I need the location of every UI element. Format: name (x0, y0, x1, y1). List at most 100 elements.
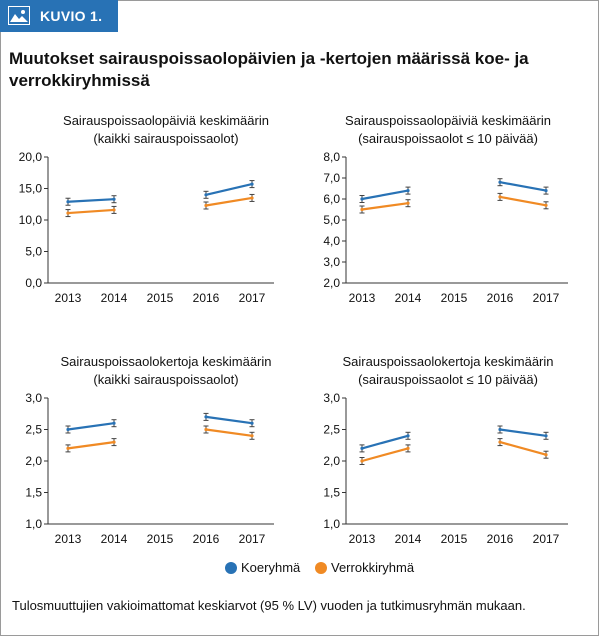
panel-3-series-verrokkiryhma-line (204, 428, 254, 437)
legend-verrokkiryhma-marker (315, 562, 327, 574)
panel-4-series-verrokkiryhma-point (406, 446, 410, 450)
panel-2-series-verrokkiryhma-point (360, 207, 364, 212)
panel-2-x-tick-label: 2017 (533, 291, 560, 305)
panel-2-series-verrokkiryhma-point (498, 195, 502, 199)
panel-1-series-verrokkiryhma-point (66, 211, 70, 215)
panel-2-series-koeryhma-point (498, 180, 502, 184)
panel-4-series-koeryhma-line (360, 434, 410, 450)
panel-4-y-tick-label: 1,5 (323, 486, 340, 500)
panel-2-series-verrokkiryhma-line (360, 202, 410, 211)
panel-2-series-koeryhma-line (360, 189, 410, 201)
panel-2-series-verrokkiryhma-point (544, 203, 548, 207)
panel-3-series-koeryhma-point (250, 421, 254, 425)
panel-1-x-tick-label: 2017 (239, 291, 266, 305)
panel-4-title-line-2: (sairauspoissaolot ≤ 10 päivää) (358, 372, 538, 387)
panel-4-x-tick-label: 2016 (487, 532, 514, 546)
panel-2-y-tick-label: 6,0 (323, 192, 340, 206)
panel-1-series-verrokkiryhma-point (112, 208, 116, 212)
panel-3-series-koeryhma-point (66, 427, 70, 432)
panel-4-series-koeryhma-point (498, 427, 502, 432)
panel-3-y-tick-label: 3,0 (25, 391, 42, 405)
panel-1-series-koeryhma-point (112, 197, 116, 201)
panel-4-y-tick-label: 2,5 (323, 423, 340, 437)
panel-4-x-tick-label: 2013 (349, 532, 376, 546)
panel-4-x-tick-label: 2014 (395, 532, 422, 546)
panel-3-series-koeryhma-line (66, 422, 116, 431)
panel-4-series-koeryhma-line (498, 428, 548, 437)
panel-4-x-tick-label: 2017 (533, 532, 560, 546)
panel-1-series-verrokkiryhma-point (204, 203, 208, 208)
panel-3-y-tick-label: 2,5 (25, 423, 42, 437)
panel-1-y-tick-label: 5,0 (25, 245, 42, 259)
panel-3-x-tick-label: 2016 (193, 532, 220, 546)
panel-1-y-tick-label: 0,0 (25, 276, 42, 290)
panel-2-y-tick-label: 7,0 (323, 171, 340, 185)
panel-2-y-tick-label: 3,0 (323, 255, 340, 269)
panel-3-y-tick-label: 2,0 (25, 454, 42, 468)
panel-3-series-verrokkiryhma-point (204, 427, 208, 432)
panel-3-series-verrokkiryhma-line (66, 441, 116, 450)
panel-4-y-tick-label: 1,0 (323, 517, 340, 531)
legend-koeryhma-marker (225, 562, 237, 574)
panel-4-series-verrokkiryhma-line (360, 447, 410, 463)
panel-3-title-line-2: (kaikki sairauspoissaolot) (93, 372, 238, 387)
panel-3-series-verrokkiryhma-point (250, 434, 254, 438)
panel-1-series-koeryhma-point (250, 182, 254, 186)
panel-4-series-verrokkiryhma-point (544, 453, 548, 457)
panel-4-series-koeryhma-point (544, 434, 548, 438)
panel-3-y-tick-label: 1,5 (25, 486, 42, 500)
panel-1-y-tick-label: 15,0 (19, 182, 43, 196)
panel-1-y-tick-label: 20,0 (19, 150, 43, 164)
panel-1-x-tick-label: 2015 (147, 291, 174, 305)
panel-3-series-verrokkiryhma-point (66, 446, 70, 450)
panel-3-y-tick-label: 1,0 (25, 517, 42, 531)
panel-4-x-tick-label: 2015 (441, 532, 468, 546)
panel-2-series-verrokkiryhma-line (498, 195, 548, 207)
panel-2-title-line-2: (sairauspoissaolot ≤ 10 päivää) (358, 131, 538, 146)
panel-1-x-tick-label: 2013 (55, 291, 82, 305)
panel-3-series-koeryhma-line (204, 415, 254, 425)
panel-1-series-koeryhma-point (66, 200, 70, 204)
panel-3-x-tick-label: 2017 (239, 532, 266, 546)
panel-4-title-line-1: Sairauspoissaolokertoja keskimäärin (343, 354, 554, 369)
panel-3-x-tick-label: 2013 (55, 532, 82, 546)
panel-1-x-tick-label: 2014 (101, 291, 128, 305)
figure-tab-label: KUVIO 1. (40, 8, 103, 24)
panel-1-series-verrokkiryhma-line (66, 208, 116, 215)
panel-4-series-verrokkiryhma-point (498, 440, 502, 444)
panel-1-series-koeryhma-line (66, 198, 116, 203)
panel-2-y-tick-label: 2,0 (323, 276, 340, 290)
panel-4-y-tick-label: 2,0 (323, 454, 340, 468)
panel-1-y-tick-label: 10,0 (19, 213, 43, 227)
panel-2-x-tick-label: 2015 (441, 291, 468, 305)
panel-2-series-koeryhma-point (360, 197, 364, 201)
panel-2-series-verrokkiryhma-point (406, 201, 410, 205)
panel-2-x-tick-label: 2013 (349, 291, 376, 305)
panel-2-x-tick-label: 2014 (395, 291, 422, 305)
legend-verrokkiryhma-label: Verrokkiryhmä (331, 560, 415, 575)
figure-caption: Tulosmuuttujien vakioimattomat keskiarvo… (12, 598, 526, 613)
panel-4-series-verrokkiryhma-point (360, 459, 364, 463)
panel-1-title-line-1: Sairauspoissaolopäiviä keskimäärin (63, 113, 269, 128)
panel-4-y-tick-label: 3,0 (323, 391, 340, 405)
panel-1-series-verrokkiryhma-line (204, 196, 254, 207)
panel-2-y-tick-label: 8,0 (323, 150, 340, 164)
panel-3-title-line-1: Sairauspoissaolokertoja keskimäärin (61, 354, 272, 369)
panel-2-series-koeryhma-point (406, 189, 410, 193)
panel-2-y-tick-label: 5,0 (323, 213, 340, 227)
panel-1-series-koeryhma-line (204, 182, 254, 196)
image-icon (8, 6, 30, 25)
figure-title: Muutokset sairauspoissaolopäivien ja -ke… (9, 49, 529, 90)
panel-4-series-koeryhma-point (406, 434, 410, 438)
panel-2-title-line-1: Sairauspoissaolopäiviä keskimäärin (345, 113, 551, 128)
panel-3-series-koeryhma-point (112, 421, 116, 425)
panel-2-series-koeryhma-line (498, 181, 548, 192)
panel-1-title-line-2: (kaikki sairauspoissaolot) (93, 131, 238, 146)
panel-3-x-tick-label: 2014 (101, 532, 128, 546)
panel-3-x-tick-label: 2015 (147, 532, 174, 546)
panel-3-series-verrokkiryhma-point (112, 440, 116, 444)
panel-4-series-verrokkiryhma-line (498, 441, 548, 456)
panel-3-series-koeryhma-point (204, 415, 208, 419)
panel-4-series-koeryhma-point (360, 446, 364, 450)
